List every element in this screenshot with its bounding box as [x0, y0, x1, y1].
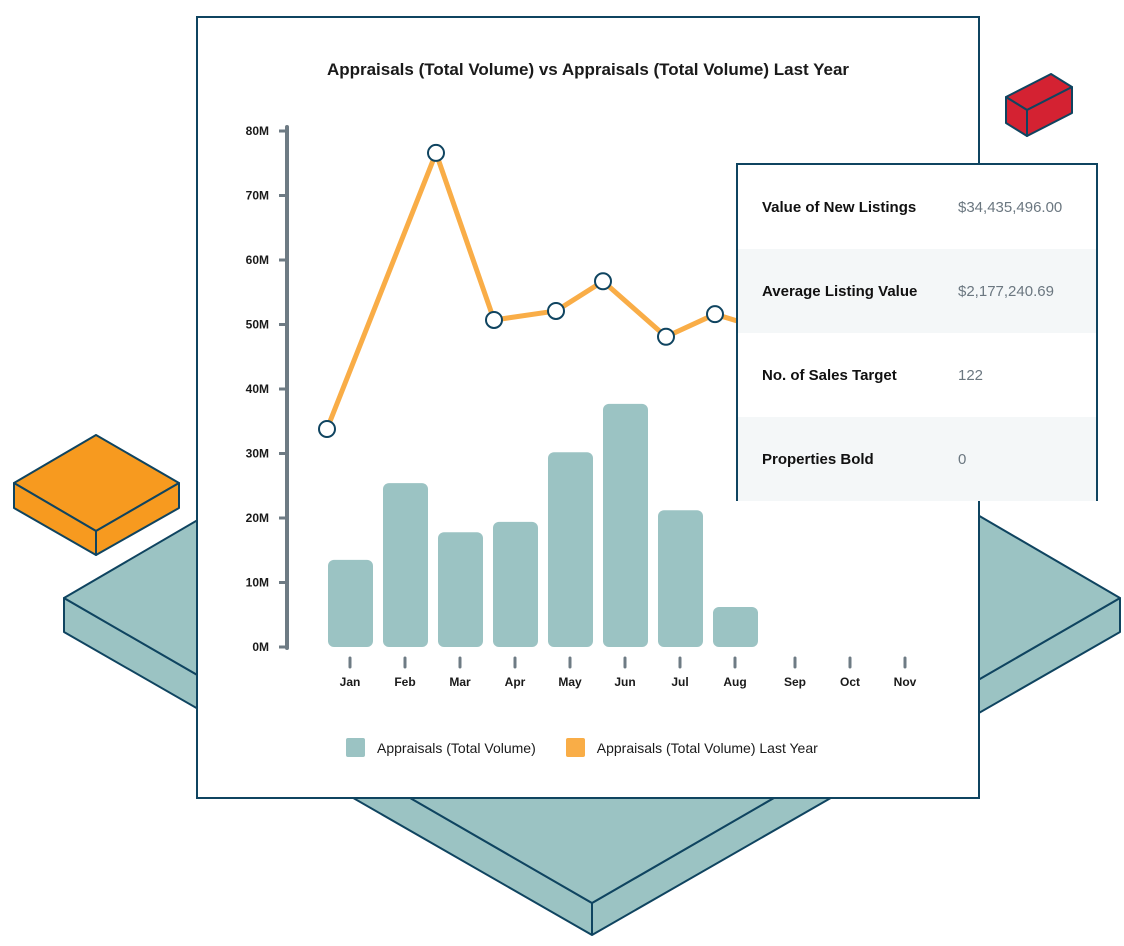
bar-aug[interactable] — [713, 607, 758, 647]
orange-block-icon — [13, 434, 180, 556]
x-tick-label-jun: Jun — [614, 675, 635, 689]
legend-item-last-year[interactable]: Appraisals (Total Volume) Last Year — [565, 738, 818, 757]
stat-label: Value of New Listings — [762, 198, 917, 216]
legend-label-current: Appraisals (Total Volume) — [377, 739, 536, 756]
chart-plot: 0M 10M 20M 30M 40M 50M 60M 70M 80M Jan Feb Mar Apr Ma… — [246, 124, 917, 689]
red-brick-icon — [1005, 73, 1073, 137]
bar-apr[interactable] — [493, 521, 538, 647]
y-tick-label: 60M — [246, 253, 269, 267]
legend-swatch-last-year-icon — [565, 738, 585, 757]
bar-jul[interactable] — [658, 510, 703, 647]
chart-title: Appraisals (Total Volume) vs Appraisals … — [326, 60, 850, 79]
x-tick-label-mar: Mar — [449, 675, 471, 689]
data-point-marker-jun[interactable] — [657, 327, 675, 346]
y-tick-label: 30M — [246, 447, 269, 461]
x-tick-label-nov: Nov — [894, 675, 917, 689]
x-tick-label-apr: Apr — [505, 675, 526, 689]
stat-value: $2,177,240.69 — [958, 282, 1054, 300]
legend-swatch-current-icon — [346, 738, 365, 757]
last-year-line — [324, 150, 773, 432]
x-tick-label-jan: Jan — [340, 675, 361, 689]
chart-card: Appraisals (Total Volume) vs Appraisals … — [196, 16, 980, 799]
stat-value: 122 — [958, 366, 984, 384]
legend-label-last-year: Appraisals (Total Volume) Last Year — [596, 739, 818, 756]
bar-feb[interactable] — [383, 483, 428, 647]
stat-row-average-listing-value: Average Listing Value $2,177,240.69 — [738, 249, 1096, 333]
stat-row-sales-target: No. of Sales Target 122 — [738, 333, 1096, 417]
stat-value: 0 — [958, 450, 967, 468]
x-tick-label-feb: Feb — [394, 675, 415, 689]
chart-legend: Appraisals (Total Volume) Appraisals (To… — [346, 738, 818, 757]
data-point-marker-apr[interactable] — [547, 301, 565, 320]
bar-may[interactable] — [548, 452, 593, 647]
stats-panel: Value of New Listings $34,435,496.00 Ave… — [736, 163, 1098, 501]
y-tick-label: 50M — [246, 318, 269, 332]
y-tick-label: 80M — [246, 124, 269, 138]
data-point-marker-mar[interactable] — [485, 310, 503, 329]
stat-label: Properties Bold — [762, 450, 874, 468]
stat-row-properties-bold: Properties Bold 0 — [738, 417, 1096, 501]
stat-label: Average Listing Value — [762, 282, 918, 300]
x-tick-label-sep: Sep — [784, 675, 806, 689]
y-tick-label: 0M — [252, 640, 269, 654]
bar-mar[interactable] — [438, 532, 483, 647]
x-tick-label-may: May — [558, 675, 582, 689]
data-point-marker-jul[interactable] — [706, 305, 724, 324]
bar-jan[interactable] — [328, 559, 373, 647]
legend-item-current[interactable]: Appraisals (Total Volume) — [346, 738, 536, 757]
stat-value: $34,435,496.00 — [958, 198, 1063, 216]
stat-row-value-new-listings: Value of New Listings $34,435,496.00 — [738, 165, 1096, 249]
y-tick-label: 10M — [246, 576, 269, 590]
y-tick-label: 70M — [246, 189, 269, 203]
x-tick-label-aug: Aug — [723, 675, 746, 689]
x-tick-label-jul: Jul — [671, 675, 688, 689]
y-tick-label: 40M — [246, 382, 269, 396]
bar-jun[interactable] — [603, 403, 648, 647]
data-point-marker-feb[interactable] — [427, 143, 445, 162]
x-tick-label-oct: Oct — [840, 675, 860, 689]
data-point-marker-may[interactable] — [594, 272, 612, 291]
data-point-marker-jan[interactable] — [318, 419, 336, 438]
y-tick-label: 20M — [246, 511, 269, 525]
stat-label: No. of Sales Target — [762, 366, 897, 384]
